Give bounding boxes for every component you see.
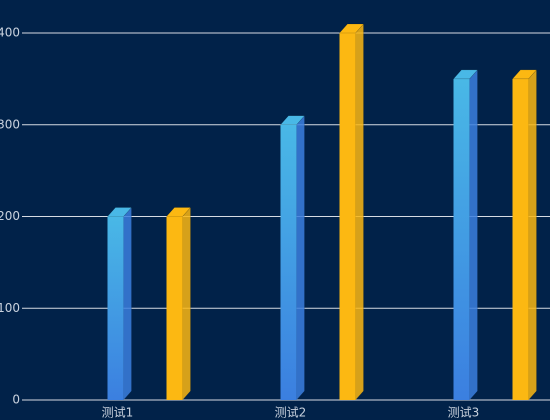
y-tick-label: 400 xyxy=(0,26,20,40)
x-tick-label: 测试1 xyxy=(102,405,134,420)
bar xyxy=(166,216,183,400)
y-tick-label: 100 xyxy=(0,301,20,315)
bar-top xyxy=(279,115,306,125)
y-tick-label: 300 xyxy=(0,117,20,131)
bar-top xyxy=(511,69,538,80)
bar xyxy=(107,216,124,400)
bar-side xyxy=(182,206,191,401)
x-tick-label: 测试3 xyxy=(448,405,480,420)
y-tick-label: 200 xyxy=(0,209,20,223)
bar-top xyxy=(452,69,479,80)
bar xyxy=(453,78,470,400)
bar-side xyxy=(355,23,364,401)
bar-side xyxy=(123,206,132,401)
bar-top xyxy=(338,23,365,34)
bar-side xyxy=(296,115,305,401)
bar-side xyxy=(528,69,537,401)
y-tick-label: 0 xyxy=(12,393,20,407)
bar xyxy=(339,33,356,400)
bar xyxy=(512,78,529,400)
bar xyxy=(280,124,297,400)
bar-side xyxy=(469,69,478,401)
x-tick-label: 测试2 xyxy=(275,405,307,420)
bar-top xyxy=(106,207,133,217)
bar-top xyxy=(165,207,192,217)
